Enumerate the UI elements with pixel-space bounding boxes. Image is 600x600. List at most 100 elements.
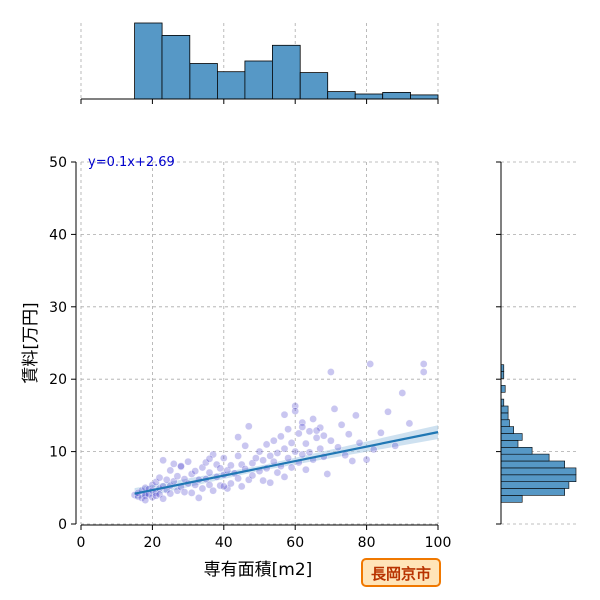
scatter-point [352, 411, 360, 420]
city-badge: 長岡京市 [361, 558, 441, 587]
scatter-point [237, 482, 246, 491]
scatter-point [291, 447, 300, 456]
scatter-point [159, 456, 167, 465]
x-tick-label: 40 [215, 535, 233, 551]
scatter-point [205, 468, 214, 477]
x-tick-label: 20 [143, 535, 161, 551]
regression-line [134, 431, 439, 495]
scatter-point [234, 474, 242, 483]
top-hist-bar [244, 60, 273, 100]
scatter-point [155, 473, 164, 482]
x-axis-title: 専有面積[m2] [204, 560, 313, 580]
scatter-point [166, 466, 175, 475]
scatter-point [305, 448, 314, 457]
scatter-point [355, 439, 364, 447]
scatter-point [391, 441, 400, 450]
scatter-point [280, 410, 289, 419]
scatter-point [180, 488, 189, 496]
top-hist-bar [410, 94, 439, 100]
scatter-point [366, 360, 375, 368]
x-tick-label: 80 [358, 535, 376, 551]
scatter-point [405, 419, 414, 428]
scatter-point [330, 405, 339, 413]
main-grid [80, 23, 578, 525]
main-axes: 0 20 40 60 80 100 0 10 20 30 40 50 [49, 155, 451, 551]
scatter-point [219, 454, 228, 462]
scatter-point [191, 467, 199, 475]
scatter-point [305, 427, 314, 436]
scatter-point [234, 452, 242, 460]
scatter-point [187, 489, 196, 497]
top-histogram [80, 22, 439, 104]
scatter-point [244, 422, 253, 431]
top-hist-bar [271, 44, 301, 100]
scatter-point [269, 436, 278, 445]
scatter-point [348, 457, 357, 465]
right-hist-bar [500, 474, 577, 482]
scatter-point [323, 470, 332, 478]
x-tick-label: 60 [286, 535, 304, 551]
scatter-point [302, 439, 310, 448]
scatter-point [398, 389, 407, 397]
scatter-point [159, 494, 167, 503]
scatter-point [266, 452, 275, 460]
scatter-point [205, 454, 214, 463]
x-tick-label: 100 [425, 535, 452, 551]
right-hist-bar [500, 405, 509, 414]
scatter-point [184, 457, 192, 466]
scatter-points [130, 360, 428, 504]
top-hist-bar [327, 91, 356, 100]
scatter-point [309, 415, 317, 423]
scatter-point [302, 465, 310, 474]
scatter-point [262, 440, 271, 449]
right-hist-bar [500, 495, 523, 503]
scatter-point [234, 433, 242, 441]
y-tick-label: 20 [49, 372, 67, 388]
right-hist-bar [500, 419, 510, 427]
top-hist-bar [189, 63, 218, 100]
x-tick-label: 0 [77, 535, 86, 551]
scatter-point [298, 418, 307, 427]
scatter-point [284, 425, 292, 434]
right-hist-bar [500, 433, 523, 441]
right-hist-bar [500, 440, 519, 448]
scatter-point [241, 441, 249, 450]
scatter-point [259, 476, 267, 485]
scatter-point [248, 471, 257, 480]
scatter-point [277, 432, 285, 441]
scatter-point [294, 429, 303, 438]
scatter-point [173, 472, 182, 481]
scatter-point [419, 360, 428, 368]
regression-equation-label: y=0.1x+2.69 [88, 155, 175, 170]
scatter-point [273, 449, 282, 457]
scatter-point [344, 430, 353, 439]
scatter-point [227, 461, 235, 470]
scatter-point [280, 473, 289, 481]
scatter-point [334, 443, 342, 452]
regression-line-path [134, 431, 439, 495]
right-hist-bar [500, 481, 570, 489]
scatter-point [327, 368, 335, 376]
top-hist-bar [382, 92, 411, 100]
scatter-point [298, 423, 307, 431]
scatter-point [316, 444, 325, 453]
y-tick-label: 10 [49, 445, 67, 461]
right-hist-bar [500, 488, 566, 496]
scatter-point [280, 444, 289, 453]
scatter-point [312, 426, 321, 435]
top-hist-bar [354, 93, 384, 100]
right-hist-bar [500, 467, 577, 476]
scatter-point [273, 468, 282, 477]
scatter-point [252, 454, 260, 462]
scatter-point [284, 454, 292, 462]
right-hist-bar [500, 446, 533, 455]
scatter-point [162, 475, 171, 484]
scatter-point [209, 486, 217, 495]
scatter-point [377, 428, 385, 437]
y-tick-label: 40 [49, 227, 67, 243]
scatter-point [266, 478, 275, 487]
y-tick-label: 50 [49, 155, 67, 171]
right-hist-bar [500, 426, 514, 434]
right-hist-bar [500, 460, 566, 469]
